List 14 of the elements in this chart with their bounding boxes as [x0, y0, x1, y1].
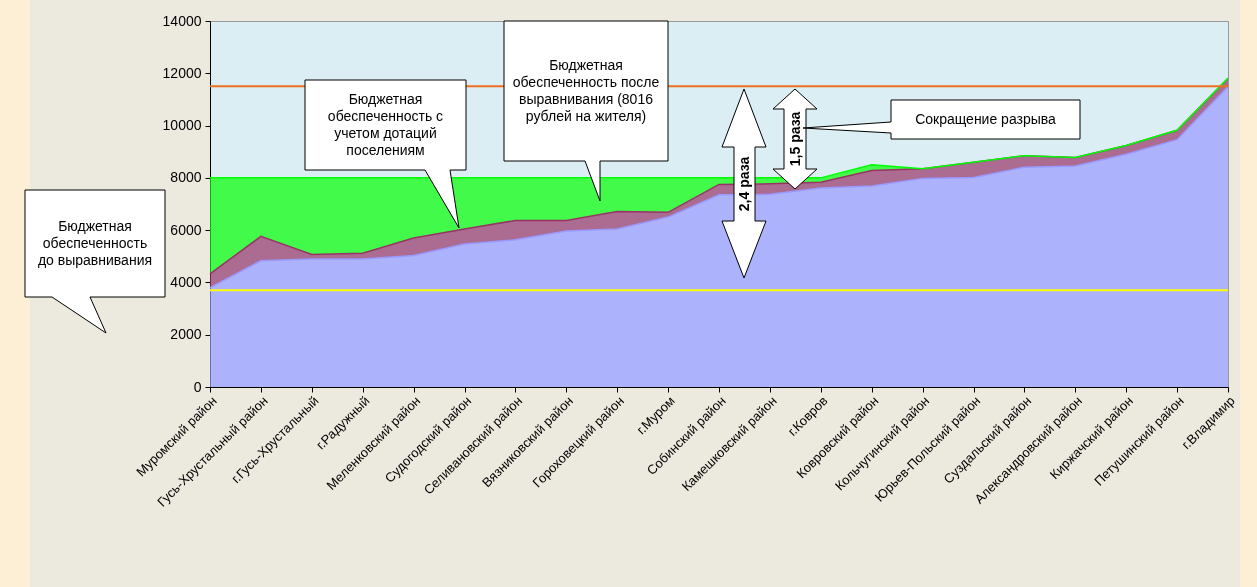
annotation: Бюджетная обеспеченность с учетом дотаций поселениям [326, 90, 445, 160]
annotation: 2,4 раза [736, 156, 752, 212]
y-tick-label: 2000 [170, 326, 202, 343]
y-tick-label: 8000 [170, 169, 202, 186]
y-tick-label: 10000 [162, 117, 202, 134]
y-tick-label: 4000 [170, 273, 202, 290]
y-tick-label: 14000 [162, 12, 202, 29]
annotation: Сокращение разрыва [914, 110, 1057, 130]
text: Бюджетная обеспеченность до выравнивания [36, 217, 154, 270]
y-tick-label: 12000 [162, 64, 202, 81]
annotation: Бюджетная обеспеченность после выравнивания (8016 рублей на жителя) [511, 56, 661, 126]
y-tick-label: 6000 [170, 221, 202, 238]
y-tick-label: 0 [193, 378, 202, 395]
annotation: 1,5 раза [787, 111, 803, 167]
